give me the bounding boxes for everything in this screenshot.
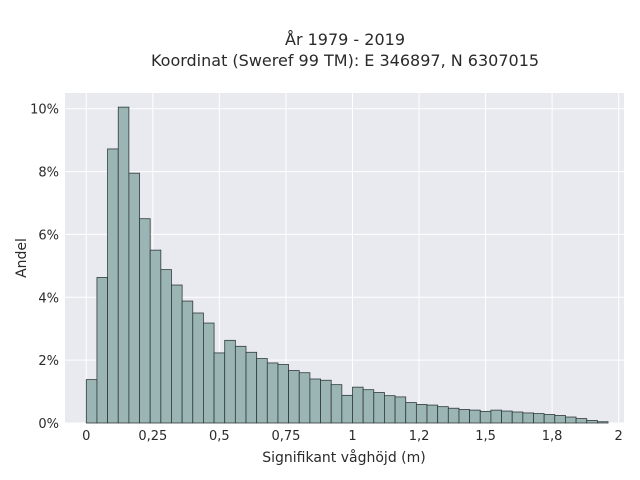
histogram-bar <box>298 372 311 424</box>
x-tick-label: 0 <box>82 429 90 444</box>
x-tick-label: 1 <box>348 429 356 444</box>
y-tick-label: 10% <box>30 103 59 118</box>
histogram-bar <box>384 395 396 424</box>
histogram-bar <box>320 379 332 424</box>
histogram-bar <box>543 414 556 424</box>
histogram-bar <box>330 384 343 424</box>
y-tick-label: 4% <box>38 291 59 306</box>
histogram-bar <box>586 420 598 424</box>
histogram-bar <box>596 421 609 424</box>
x-axis-label: Signifikant våghöjd (m) <box>262 449 425 466</box>
y-axis-label: Andel <box>14 238 30 278</box>
histogram-bar <box>352 386 364 424</box>
x-tick-label: 1,8 <box>542 429 563 444</box>
histogram-bar <box>85 379 98 424</box>
x-tick-label: 0,75 <box>271 429 300 444</box>
histogram-bar <box>234 345 247 424</box>
histogram-bar <box>213 352 226 424</box>
chart-subtitle: Koordinat (Sweref 99 TM): E 346897, N 63… <box>151 51 539 70</box>
histogram-bar <box>341 394 353 424</box>
histogram-bar <box>458 409 471 424</box>
histogram-bar <box>288 370 300 424</box>
histogram-bar <box>149 249 162 424</box>
histogram-bar <box>171 284 183 424</box>
histogram-bar <box>415 404 428 424</box>
histogram-bar <box>501 410 513 424</box>
histogram-bar <box>139 218 151 424</box>
x-tick-label: 1,2 <box>409 429 430 444</box>
histogram-bar <box>277 364 290 424</box>
histogram-bar <box>479 410 492 424</box>
histogram-bar <box>256 358 268 424</box>
histogram-bar <box>96 277 108 424</box>
y-tick-label: 8% <box>38 166 59 181</box>
histogram-bar <box>245 351 258 424</box>
histogram-bar <box>128 172 140 424</box>
histogram-bar <box>181 300 194 424</box>
histogram-bar <box>224 339 236 424</box>
y-tick-label: 6% <box>38 228 59 243</box>
histogram-bar <box>522 412 534 424</box>
histogram-bar <box>469 409 481 424</box>
histogram-bar <box>447 407 460 424</box>
x-tick-label: 0,25 <box>138 429 167 444</box>
histogram-bar <box>107 148 119 424</box>
histogram-bar <box>490 409 502 424</box>
chart-title: År 1979 - 2019 <box>285 30 405 49</box>
histogram-bars <box>85 106 609 424</box>
histogram-bar <box>117 106 130 424</box>
x-tick-label: 1,5 <box>475 429 496 444</box>
y-tick-label: 2% <box>38 354 59 369</box>
histogram-bar <box>203 322 215 424</box>
histogram-bar <box>565 416 577 424</box>
y-axis-ticks: 0% 2% 4% 6% 8% 10% <box>30 103 59 432</box>
histogram-bar <box>405 402 417 424</box>
histogram-bar <box>426 404 439 424</box>
x-tick-label: 2 <box>615 429 623 444</box>
histogram-bar <box>437 406 449 424</box>
histogram-bar <box>511 411 524 424</box>
histogram-bar <box>575 418 588 424</box>
histogram-bar <box>554 415 566 424</box>
y-tick-label: 0% <box>38 417 59 432</box>
histogram-bar <box>192 312 204 424</box>
histogram-bar <box>394 396 407 424</box>
histogram-bar <box>160 269 172 424</box>
x-tick-label: 0,5 <box>209 429 230 444</box>
histogram-bar <box>362 389 375 424</box>
histogram-bar <box>266 362 279 424</box>
x-axis-ticks: 0 0,25 0,5 0,75 1 1,2 1,5 1,8 2 <box>82 429 623 444</box>
histogram-bar <box>309 378 321 424</box>
histogram-bar <box>373 392 385 424</box>
histogram-bar <box>533 413 545 424</box>
